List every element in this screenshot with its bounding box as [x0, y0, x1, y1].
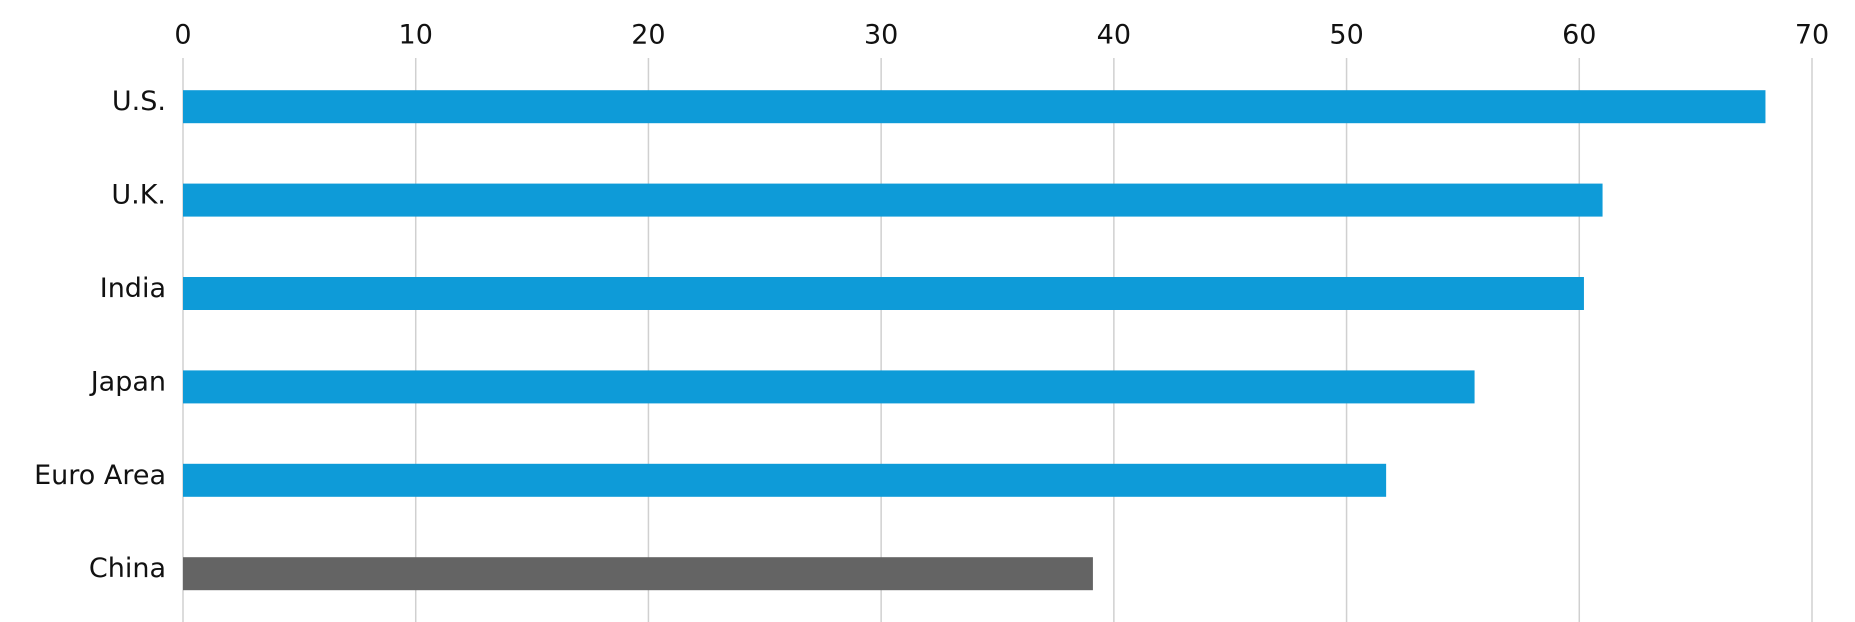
- bar: [183, 183, 1603, 217]
- x-tick-label: 20: [631, 20, 665, 51]
- x-tick-label: 10: [399, 20, 433, 51]
- y-tick-label: U.K.: [111, 180, 166, 211]
- x-tick-label: 60: [1562, 20, 1596, 51]
- y-tick-label: Japan: [89, 366, 166, 397]
- y-tick-label: India: [100, 273, 166, 304]
- bar: [183, 90, 1766, 124]
- y-tick-label: China: [89, 553, 166, 584]
- x-tick-label: 40: [1097, 20, 1131, 51]
- x-tick-label: 50: [1329, 20, 1363, 51]
- bar: [183, 277, 1584, 310]
- bar: [183, 370, 1475, 404]
- bar: [183, 557, 1093, 591]
- x-tick-label: 70: [1795, 20, 1829, 51]
- x-tick-label: 30: [864, 20, 898, 51]
- y-tick-label: Euro Area: [34, 460, 166, 491]
- y-tick-label: U.S.: [112, 86, 166, 117]
- x-tick-label: 0: [174, 20, 191, 51]
- bar: [183, 463, 1387, 497]
